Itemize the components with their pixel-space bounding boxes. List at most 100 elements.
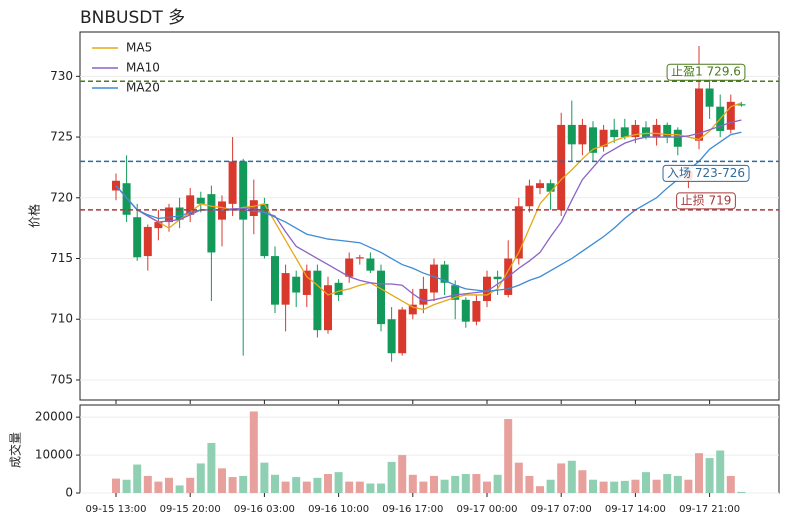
candle-body: [239, 161, 248, 220]
y-tick-label: 20000: [35, 410, 73, 424]
candle-body: [355, 257, 364, 259]
volume-bar: [546, 479, 555, 493]
candle-body: [663, 124, 672, 138]
volume-bar: [663, 474, 672, 493]
candle-body: [419, 288, 428, 305]
volume-bar: [620, 480, 629, 493]
volume-bar: [165, 477, 173, 493]
volume-bar: [366, 483, 375, 493]
y-tick-label: 710: [50, 312, 73, 326]
candle-body: [281, 273, 290, 305]
candle-body: [461, 299, 470, 322]
candle-body: [196, 197, 205, 204]
volume-bar: [377, 483, 385, 493]
candle-body: [514, 206, 523, 259]
volume-bar: [260, 462, 269, 493]
volume-bar: [345, 481, 354, 493]
candle-body: [175, 207, 184, 220]
y-tick-label: 705: [50, 372, 73, 386]
plot-layer: 705 710 715 720 725 730 MA5 MA10 MA20 止盈1 729.6 入场…: [35, 41, 779, 515]
volume-bar: [112, 478, 120, 493]
candle-body: [122, 183, 131, 215]
ma-line: [115, 102, 742, 311]
y-tick-label: 715: [50, 251, 73, 265]
level-label-box: [662, 164, 750, 182]
level-label-box: [666, 63, 746, 81]
level-label: 止损 719: [681, 193, 732, 207]
volume-bar: [493, 474, 502, 493]
candle-body: [472, 301, 481, 322]
x-tick-label: 09-17 14:00: [605, 504, 666, 515]
candle-body: [345, 258, 354, 277]
volume-bar: [334, 472, 343, 493]
volume-bar: [610, 481, 619, 493]
volume-bar: [472, 474, 481, 493]
volume-bar: [133, 464, 142, 493]
candle-body: [440, 264, 449, 283]
volume-bar: [313, 477, 322, 493]
candle-body: [334, 282, 343, 295]
main-frame: [79, 31, 780, 401]
candle-body: [366, 258, 375, 271]
candle-body: [143, 226, 152, 257]
volume-bar: [196, 463, 205, 493]
candle-body: [387, 319, 396, 354]
volume-bar: [271, 474, 279, 493]
volume-bar: [387, 461, 396, 493]
volume-bar: [726, 475, 735, 493]
volume-bar: [292, 477, 301, 493]
volume-bar: [408, 474, 417, 493]
candle-body: [525, 185, 534, 207]
candle-body: [695, 88, 703, 141]
volume-bar: [536, 486, 544, 493]
candle-body: [620, 127, 629, 138]
candle-body: [302, 270, 311, 295]
legend-label: MA10: [126, 61, 160, 75]
volume-bar: [398, 455, 407, 493]
volume-bar: [504, 419, 513, 493]
candle-body: [377, 270, 385, 325]
x-tick-label: 09-16 03:00: [234, 504, 295, 515]
candle-body: [557, 124, 566, 210]
x-tick-label: 09-15 20:00: [160, 504, 221, 515]
candle-body: [408, 304, 417, 315]
candle-body: [726, 101, 735, 130]
candle-body: [483, 276, 491, 302]
candle-body: [154, 222, 163, 229]
level-label: 入场 723-726: [667, 166, 745, 180]
level-label: 止盈1 729.6: [671, 65, 741, 79]
candle-body: [610, 129, 619, 138]
volume-bar: [652, 479, 661, 493]
volume-bar: [642, 472, 650, 493]
volume-axis-label: 成交量: [8, 432, 23, 468]
volume-bar: [302, 481, 311, 493]
volume-bar: [239, 475, 248, 493]
volume-bar: [525, 475, 534, 493]
volume-bar: [440, 479, 449, 493]
volume-bar: [281, 481, 290, 493]
volume-bar: [430, 475, 438, 493]
candle-body: [546, 183, 555, 192]
volume-bar: [143, 475, 152, 493]
candle-body: [673, 129, 682, 147]
volume-bar: [154, 481, 163, 493]
volume-bar: [451, 475, 460, 493]
volume-bar: [249, 411, 258, 493]
y-tick-label: 0: [65, 486, 73, 500]
candle-body: [737, 104, 746, 106]
candle-body: [133, 217, 142, 258]
volume-bar: [483, 481, 491, 493]
volume-bar: [207, 442, 216, 493]
y-tick-label: 730: [50, 69, 73, 83]
x-tick-label: 09-15 13:00: [85, 504, 146, 515]
legend-label: MA20: [126, 81, 160, 95]
candle-body: [228, 161, 237, 204]
level-label-box: [676, 192, 736, 210]
candle-body: [642, 127, 650, 138]
y-tick-label: 10000: [35, 448, 73, 462]
volume-bar: [557, 463, 566, 493]
candle-body: [271, 256, 279, 305]
y-tick-label: 725: [50, 130, 73, 144]
